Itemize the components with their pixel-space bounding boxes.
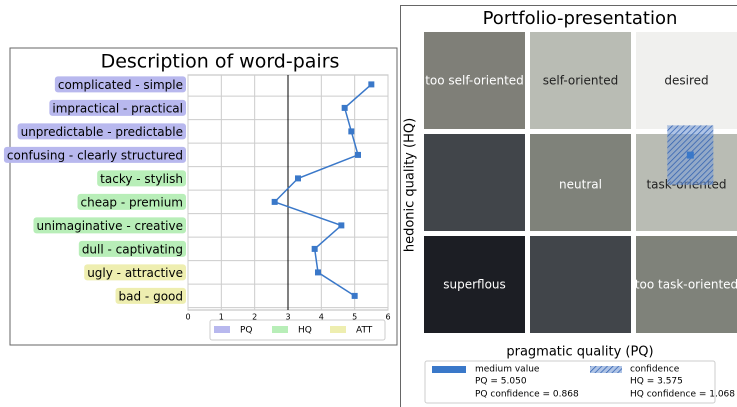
label-background	[97, 170, 186, 187]
x-tick-label: 5	[352, 313, 357, 322]
category-label: cheap - premium	[80, 195, 183, 209]
region	[636, 236, 737, 333]
left-title: Description of word-pairs	[101, 51, 340, 73]
label-background	[115, 287, 186, 304]
region-label: neutral	[559, 178, 602, 192]
legend-swatch	[590, 366, 622, 373]
x-tick-label: 2	[252, 313, 257, 322]
legend-label: HQ = 3.575	[630, 377, 683, 387]
label-background	[78, 240, 186, 257]
legend-box	[424, 360, 716, 404]
category-label: unimaginative - creative	[36, 219, 183, 233]
x-tick-label: 1	[219, 313, 224, 322]
region	[424, 236, 525, 333]
legend-label: PQ = 5.050	[475, 377, 527, 387]
x-tick-label: 4	[319, 313, 324, 322]
x-axis-label: pragmatic quality (PQ)	[506, 345, 653, 360]
category-label: dull - captivating	[82, 242, 183, 256]
legend-box	[209, 319, 386, 341]
legend-label: medium value	[475, 365, 540, 375]
region-label: desired	[664, 73, 708, 87]
legend-label: confidence	[630, 365, 680, 375]
region-label: too task-oriented	[635, 277, 737, 291]
region-label: self-oriented	[543, 73, 618, 87]
legend-swatch	[272, 326, 288, 333]
data-point	[271, 198, 278, 205]
medium-value-point	[686, 151, 694, 159]
category-label: unpredictable - predictable	[21, 125, 183, 139]
legend-label: ATT	[356, 326, 373, 336]
region-label: superflous	[443, 277, 506, 291]
x-tick-label: 6	[385, 313, 390, 322]
data-line	[273, 83, 372, 297]
category-label: impractical - practical	[52, 101, 183, 115]
label-background	[49, 99, 186, 116]
region	[424, 32, 525, 129]
data-point	[315, 269, 321, 276]
category-label: tacky - stylish	[100, 172, 183, 186]
label-background	[54, 76, 186, 93]
region	[530, 32, 631, 129]
region	[530, 236, 631, 333]
data-point	[348, 128, 355, 135]
category-label: bad - good	[119, 289, 183, 303]
region	[636, 32, 737, 129]
region-label: too self-oriented	[425, 73, 524, 87]
legend-label: PQ	[240, 326, 253, 336]
label-background	[84, 264, 186, 281]
data-point	[341, 104, 348, 111]
data-point	[355, 151, 361, 158]
label-background	[77, 193, 186, 210]
right-title: Portfolio-presentation	[483, 8, 678, 29]
category-label: complicated - simple	[58, 78, 183, 92]
data-point	[311, 245, 318, 252]
label-background	[33, 217, 186, 234]
category-label: confusing - clearly structured	[7, 148, 183, 162]
legend-label: HQ	[298, 326, 312, 336]
legend-label: HQ confidence = 1.068	[630, 390, 735, 400]
label-background	[17, 123, 186, 140]
legend-swatch	[214, 326, 230, 333]
x-tick-label: 0	[185, 313, 190, 322]
legend-swatch	[432, 366, 466, 373]
x-tick-label: 3	[285, 313, 290, 322]
region	[424, 134, 525, 231]
data-point	[351, 292, 358, 299]
legend-label: PQ confidence = 0.868	[475, 390, 579, 400]
data-point	[338, 222, 345, 229]
data-point	[295, 175, 301, 182]
category-label: ugly - attractive	[87, 266, 183, 280]
legend-swatch	[330, 326, 346, 333]
data-point	[368, 81, 375, 88]
y-axis-label: hedonic quality (HQ)	[403, 118, 418, 252]
region	[530, 134, 631, 231]
label-background	[3, 146, 186, 163]
